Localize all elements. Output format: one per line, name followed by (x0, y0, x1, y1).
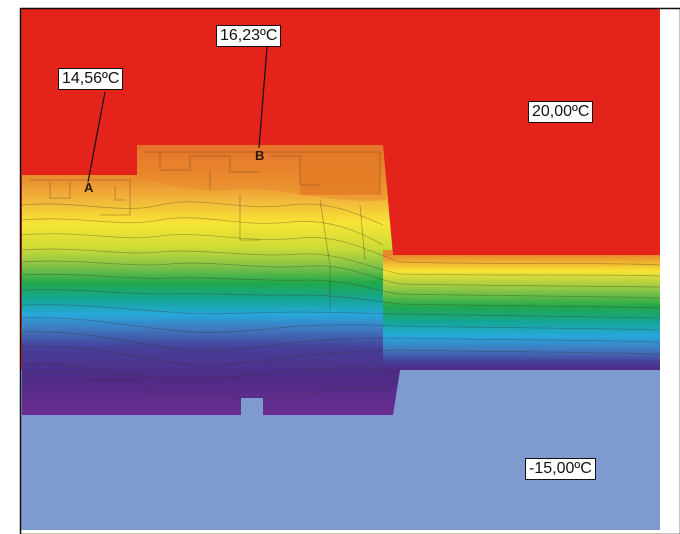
exterior-temperature-label: -15,00ºC (525, 458, 596, 480)
frame-profile-outlines (30, 151, 381, 310)
interior-temperature-label: 20,00ºC (528, 101, 594, 123)
isotherm-lines (21, 201, 661, 399)
figure-border (19, 7, 680, 534)
point-a-temperature-label: 14,56ºC (58, 68, 124, 90)
point-a-letter: A (84, 180, 94, 195)
point-b-letter: B (255, 148, 264, 163)
wall-section (22, 145, 660, 415)
point-b-temperature-label: 16,23ºC (216, 25, 282, 47)
leader-line-b (258, 46, 268, 149)
bottom-notch (241, 398, 263, 415)
leader-line-a (87, 91, 106, 183)
